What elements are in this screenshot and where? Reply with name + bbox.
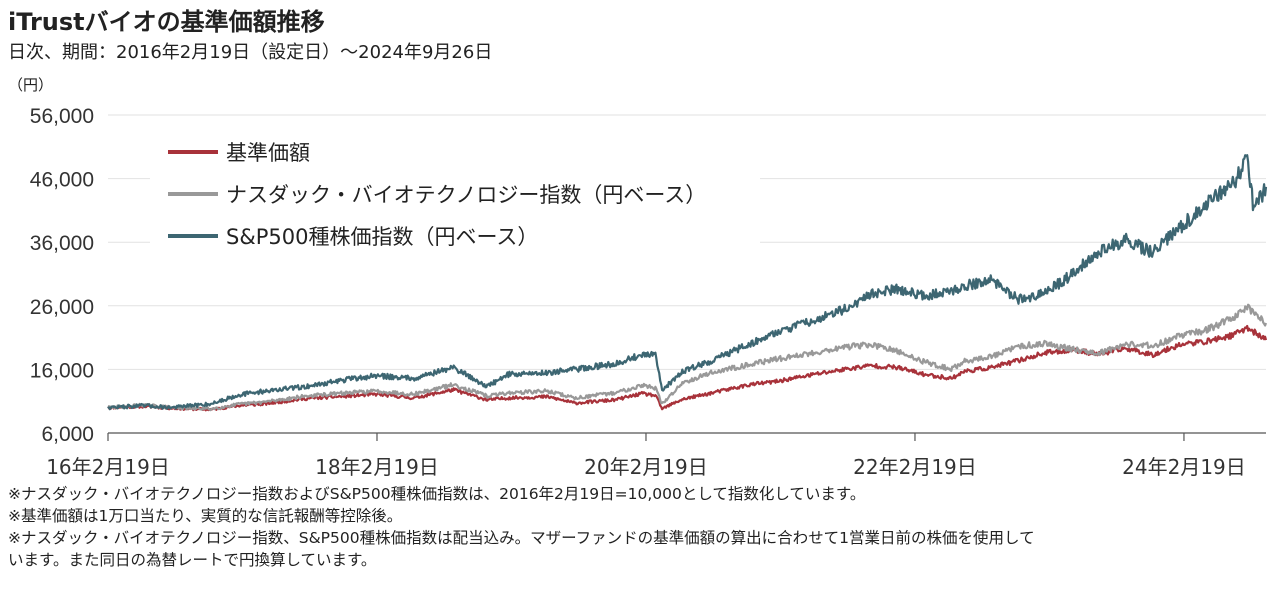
footnote-3: ※ナスダック・バイオテクノロジー指数、S&P500種株価指数は配当込み。マザーフ… xyxy=(8,529,1035,547)
x-tick-label: 20年2月19日 xyxy=(584,455,708,479)
y-tick-label: 46,000 xyxy=(30,169,94,192)
chart-subtitle: 日次、期間：2016年2月19日（設定日）～2024年9月26日 xyxy=(8,42,493,63)
x-tick-label: 18年2月19日 xyxy=(315,455,439,479)
footnote-4: います。また同日の為替レートで円換算しています。 xyxy=(8,551,377,569)
legend-label: ナスダック・バイオテクノロジー指数（円ベース） xyxy=(226,183,706,207)
legend-label: 基準価額 xyxy=(226,141,310,165)
y-tick-label: 36,000 xyxy=(30,232,94,255)
legend-label: S&P500種株価指数（円ベース） xyxy=(226,225,538,249)
x-tick-label: 24年2月19日 xyxy=(1122,455,1246,479)
line-chart: 6,000 16,000 26,000 36,000 46,000 56,000 16年2月… xyxy=(30,105,1268,479)
chart-title: iTrustバイオの基準価額推移 xyxy=(8,8,325,36)
x-tick-label: 22年2月19日 xyxy=(853,455,977,479)
footnote-1: ※ナスダック・バイオテクノロジー指数およびS&P500種株価指数は、2016年2… xyxy=(8,485,866,503)
y-tick-label: 56,000 xyxy=(30,105,94,128)
series-line-2 xyxy=(107,303,1268,412)
y-axis-unit-label: （円） xyxy=(8,76,54,94)
y-tick-label: 26,000 xyxy=(30,296,94,319)
y-tick-label: 6,000 xyxy=(41,423,94,446)
footnotes: ※ナスダック・バイオテクノロジー指数およびS&P500種株価指数は、2016年2… xyxy=(8,483,1270,571)
legend-background xyxy=(150,125,760,265)
footnote-2: ※基準価額は1万口当たり、実質的な信託報酬等控除後。 xyxy=(8,507,403,525)
series-line-3 xyxy=(107,154,1268,411)
y-tick-label: 16,000 xyxy=(30,359,94,382)
x-tick-label: 16年2月19日 xyxy=(46,455,170,479)
